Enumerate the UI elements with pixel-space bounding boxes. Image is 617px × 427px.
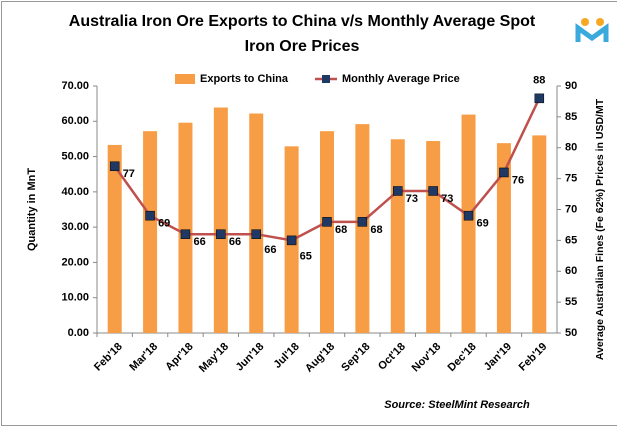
y2-tick-label: 50: [565, 327, 577, 339]
bar: [249, 113, 264, 333]
x-tick-label: Mar'18: [127, 341, 160, 374]
value-label: 68: [335, 224, 347, 236]
x-tick-label: Dec'18: [445, 341, 478, 374]
y-tick-label: 70.00: [61, 80, 89, 92]
price-marker: [251, 229, 261, 239]
bar: [496, 143, 511, 333]
price-marker: [145, 210, 155, 221]
y2-tick-label: 70: [565, 203, 577, 215]
legend-marker: [322, 75, 330, 83]
y-tick-label: 30.00: [61, 221, 89, 233]
price-marker: [216, 229, 226, 239]
price-marker: [393, 186, 403, 196]
x-tick-label: Jul'18: [272, 341, 302, 371]
y-tick-label: 40.00: [61, 186, 89, 198]
y-tick-label: 50.00: [61, 150, 89, 162]
y2-tick-label: 90: [565, 80, 577, 92]
value-label: 66: [229, 236, 241, 248]
y2-tick-label: 65: [565, 234, 577, 246]
value-label: 68: [370, 224, 382, 236]
bar: [320, 131, 334, 333]
bar: [355, 124, 370, 333]
value-label: 76: [512, 174, 524, 186]
value-label: 88: [533, 74, 545, 86]
x-tick-label: Jan'19: [482, 341, 514, 373]
x-tick-label: Jun'18: [234, 341, 267, 374]
chart-title: Australia Iron Ore Exports to China v/s …: [69, 13, 536, 30]
y2-tick-label: 55: [565, 296, 577, 308]
price-marker: [286, 235, 297, 246]
x-tick-label: Sep'18: [339, 341, 372, 374]
logo: [575, 18, 609, 42]
bar: [143, 131, 158, 333]
y-tick-label: 20.00: [61, 256, 89, 268]
value-label: 73: [441, 193, 453, 205]
x-tick-label: Apr'18: [163, 341, 195, 373]
bar: [426, 141, 441, 333]
x-tick-label: Nov'18: [410, 341, 444, 375]
price-marker: [180, 229, 191, 239]
y-tick-label: 0.00: [68, 327, 89, 339]
x-tick-label: Feb'19: [517, 341, 550, 374]
value-label: 73: [406, 193, 418, 205]
x-tick-label: Aug'18: [303, 341, 337, 375]
bar: [107, 144, 122, 333]
chart-title: Iron Ore Prices: [245, 38, 360, 55]
y2-tick-label: 75: [565, 173, 577, 185]
x-tick-label: May'18: [197, 341, 231, 375]
y2-tick-label: 60: [565, 265, 577, 277]
bar: [390, 139, 405, 333]
bar: [461, 114, 476, 334]
bar: [532, 135, 547, 333]
value-label: 69: [158, 218, 170, 230]
source: Source: SteelMint Research: [384, 399, 530, 411]
x-tick-label: Feb'18: [92, 341, 125, 374]
y-tick-label: 10.00: [61, 292, 89, 304]
y2-tick-label: 80: [565, 142, 577, 154]
price-marker: [499, 167, 509, 178]
price-marker: [109, 161, 120, 172]
y-tick-label: 60.00: [61, 115, 89, 127]
value-label: 69: [477, 218, 489, 230]
bar: [213, 107, 228, 333]
price-marker: [534, 93, 545, 104]
x-tick-label: Oct'18: [376, 341, 408, 373]
y-axis-label: Quantity in MnT: [26, 168, 38, 251]
price-marker: [428, 186, 438, 196]
y2-axis-label: Average Australian Fines (Fe 62%) Prices…: [594, 98, 606, 360]
value-label: 77: [123, 168, 135, 180]
price-marker: [463, 210, 474, 221]
legend-label: Exports to China: [200, 73, 289, 85]
legend-swatch: [175, 74, 195, 84]
y2-tick-label: 85: [565, 111, 577, 123]
value-label: 66: [193, 236, 205, 248]
bar: [178, 122, 193, 333]
value-label: 65: [300, 250, 312, 262]
legend-label: Monthly Average Price: [342, 73, 460, 85]
price-marker: [322, 217, 332, 227]
price-marker: [357, 217, 368, 227]
value-label: 66: [264, 244, 276, 256]
